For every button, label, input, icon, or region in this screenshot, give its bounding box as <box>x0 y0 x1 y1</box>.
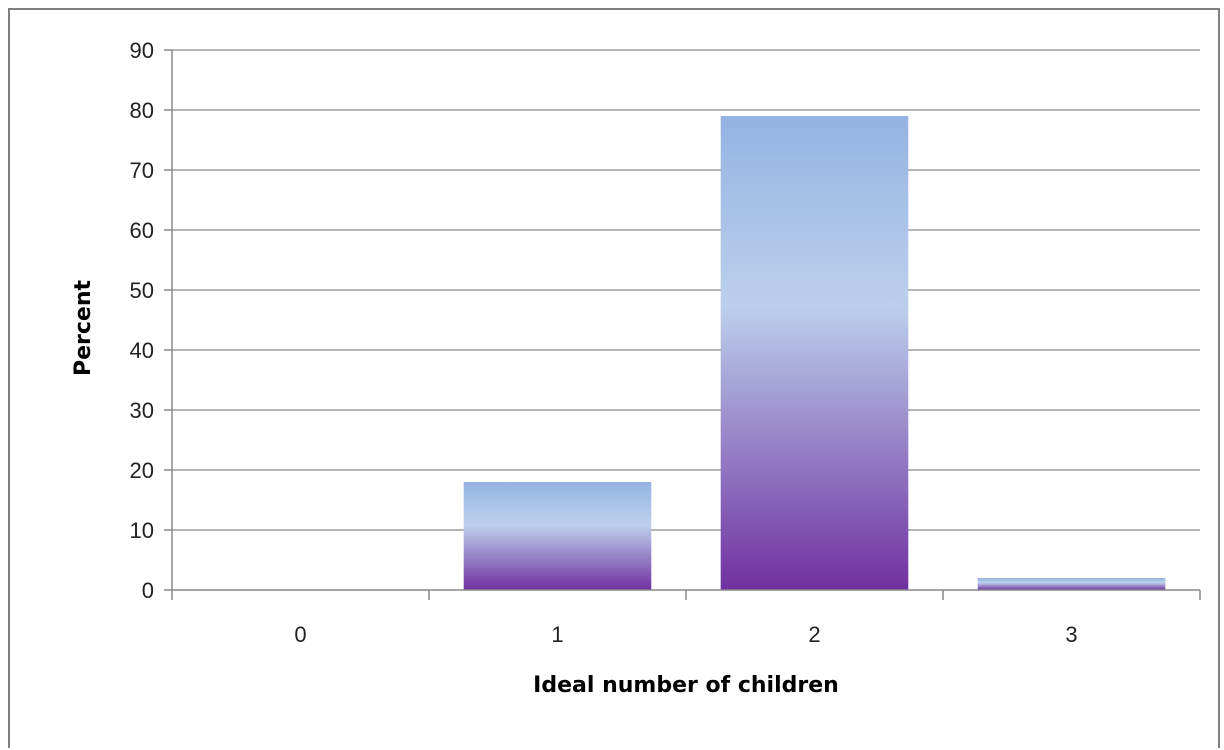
y-tick-label: 10 <box>130 518 154 543</box>
y-tick-label: 0 <box>142 578 154 603</box>
axes <box>164 49 1201 600</box>
y-tick-label: 40 <box>130 338 154 363</box>
y-tick-label: 30 <box>130 398 154 423</box>
y-tick-label: 80 <box>130 98 154 123</box>
y-tick-label: 60 <box>130 218 154 243</box>
bar-chart: 0 10 20 30 40 50 60 70 80 90 0 1 2 3 Percent Ideal n… <box>71 38 1201 698</box>
bar-2 <box>720 116 909 590</box>
x-tick-label: 1 <box>551 622 563 647</box>
x-tick-label: 3 <box>1065 622 1077 647</box>
x-axis-title: Ideal number of children <box>533 673 839 698</box>
chart-frame: 0 10 20 30 40 50 60 70 80 90 0 1 2 3 Percent Ideal n… <box>8 8 1220 748</box>
y-tick-label: 70 <box>130 158 154 183</box>
y-tick-labels: 0 10 20 30 40 50 60 70 80 90 <box>130 38 154 603</box>
gridlines <box>172 49 1200 531</box>
bars <box>463 116 1166 590</box>
x-tick-label: 0 <box>294 622 306 647</box>
y-tick-label: 20 <box>130 458 154 483</box>
x-tick-label: 2 <box>808 622 820 647</box>
y-tick-label: 90 <box>130 38 154 63</box>
x-tick-labels: 0 1 2 3 <box>294 622 1077 647</box>
y-axis-title: Percent <box>71 280 96 377</box>
y-tick-label: 50 <box>130 278 154 303</box>
bar-3 <box>977 578 1166 590</box>
bar-1 <box>463 482 652 590</box>
